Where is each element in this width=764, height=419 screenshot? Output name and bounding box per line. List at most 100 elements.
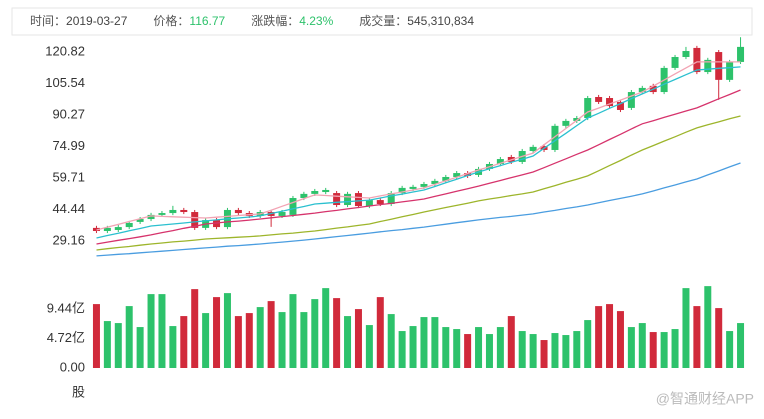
candle-body [420,183,428,187]
volume-bar [573,331,581,368]
volume-bar [245,313,253,368]
volume-bar [300,312,308,368]
candle-body [365,200,373,207]
candle-body [638,87,646,93]
y-tick-label: 74.99 [52,138,85,153]
header: 时间： 2019-03-27 价格： 116.77 涨跌幅： 4.23% 成交量： 545,3… [30,13,474,28]
candle-body [595,96,603,102]
volume-bar [289,294,297,368]
volume-bar [169,326,177,368]
volume-bar [671,329,679,368]
volume-bar [496,327,504,368]
candle-body [169,209,177,214]
volume-bar [464,334,472,368]
volume-bar [616,311,624,368]
candle-body [693,47,701,73]
volume-bar [606,304,614,368]
candle-body [344,193,352,206]
candle-body [191,212,199,228]
volume-bar [223,293,231,368]
volume-bar [256,307,264,368]
candle-body [627,92,635,108]
volume-bar [354,309,362,368]
header-label: 价格： [153,13,189,28]
header-value: 2019-03-27 [66,14,128,28]
candle-body [147,214,155,220]
candle-body [737,46,745,62]
candle-body [453,173,461,177]
candle-body [442,176,450,181]
volume-bar [595,306,603,368]
volume-bar [333,298,341,368]
candle-body [704,59,712,73]
volume-bar [562,335,570,368]
candle-body [311,190,319,194]
volume-bar [398,331,406,368]
volume-bar [529,334,537,368]
candle-body [354,193,362,207]
candle-body [234,209,242,214]
header-box [11,7,753,36]
volume-bar [234,316,242,368]
volume-bar [103,321,111,368]
volume-bar [442,327,450,368]
volume-bar [627,327,635,368]
y-tick-label: 120.82 [45,43,85,58]
candle-body [562,120,570,126]
candle-body [333,193,341,206]
volume-bar [376,297,384,368]
candle-body [376,200,384,204]
moving-average-line [96,115,741,251]
volume-bar [726,331,734,368]
volume-bar [420,317,428,368]
candle-body [726,61,734,80]
y-tick-label: 0.00 [60,359,85,374]
volume-bar [311,299,319,368]
candle-body [289,198,297,215]
volume-bar [322,288,330,368]
header-value: 545,310,834 [407,14,474,28]
candle-body [158,213,166,215]
volume-bar [660,332,668,368]
candle-body [398,187,406,194]
candle-body [573,118,581,121]
y-tick-label: 44.44 [52,201,85,216]
candle-body [180,209,188,213]
candle-body [136,219,144,222]
candle-body [125,222,133,228]
volume-bar [158,294,166,368]
watermark: @智通财经APP [656,391,754,407]
volume-bar [737,323,745,368]
volume-bar [453,329,461,368]
volume-bar [507,316,515,368]
candle-body [409,186,417,189]
candle-body [431,180,439,184]
volume-bar [278,312,286,368]
volume-bar [147,294,155,368]
y-tick-label: 29.16 [52,232,85,247]
moving-average-line [96,61,741,231]
y-tick-label: 105.54 [45,75,85,90]
candle-body [606,98,614,107]
candle-body [551,125,559,150]
volume-bar [693,306,701,368]
candle-body [278,212,286,216]
volume-bar [715,308,723,368]
volume-bar [704,286,712,368]
moving-average-line [96,162,741,257]
candle-body [464,173,472,176]
candle-body [300,193,308,199]
y-axis-unit: 股 [72,384,85,399]
volume-bar [518,331,526,368]
header-label: 时间： [30,14,66,28]
y-tick-label: 9.44亿 [47,301,85,316]
candle-body [616,101,624,110]
y-tick-label: 4.72亿 [47,330,85,345]
volume-bar [584,320,592,368]
volume-bar [365,325,373,368]
volume-bar [344,316,352,368]
candle-body [529,146,537,152]
volume-bar [387,314,395,368]
volume-bar [551,333,559,368]
